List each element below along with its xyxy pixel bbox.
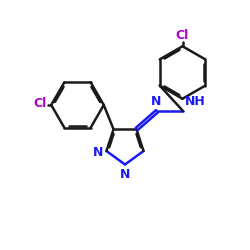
Text: Cl: Cl [176, 29, 189, 42]
Text: N: N [120, 168, 130, 181]
Text: Cl: Cl [34, 97, 47, 110]
Text: N: N [93, 146, 104, 159]
Text: NH: NH [185, 95, 206, 108]
Text: N: N [150, 95, 161, 108]
